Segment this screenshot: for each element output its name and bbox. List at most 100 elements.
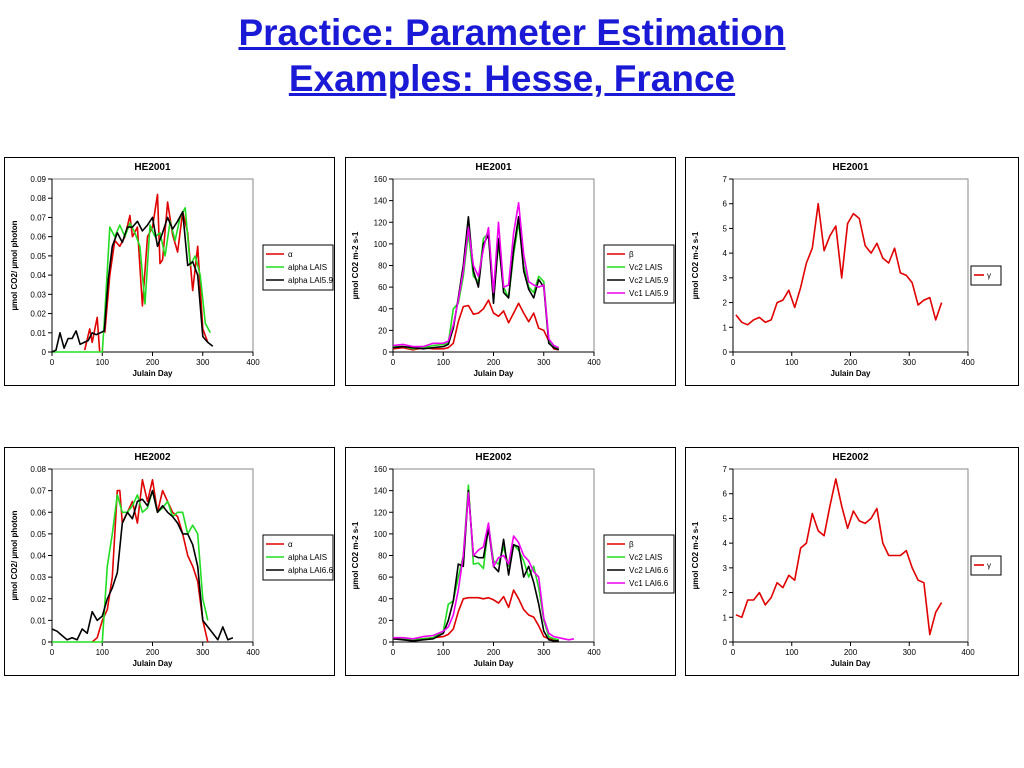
y-tick-label: 60	[378, 573, 387, 582]
y-tick-label: 0.01	[30, 329, 46, 338]
y-tick-label: 140	[374, 197, 388, 206]
y-tick-label: 3	[723, 564, 728, 573]
series-line	[393, 589, 559, 641]
y-tick-label: 0	[723, 638, 728, 647]
x-axis-label: Julain Day	[473, 369, 514, 378]
y-tick-label: 0.04	[30, 271, 46, 280]
y-tick-label: 2	[723, 299, 728, 308]
y-tick-label: 80	[378, 552, 387, 561]
y-axis-label: µmol CO2/ µmol photon	[10, 510, 19, 600]
y-tick-label: 140	[374, 487, 388, 496]
chart-svg: HE2001 0 1 2 3 4 5 6 7 0 100 200 300 400 Julain Day µmo…	[691, 162, 1002, 378]
x-tick-label: 0	[50, 358, 55, 367]
legend-label: Vc2 LAIS	[629, 263, 662, 272]
y-axis-label: µmol CO2 m-2 s-1	[351, 521, 360, 589]
x-tick-label: 200	[146, 648, 160, 657]
y-axis-label: µmol CO2 m-2 s-1	[351, 231, 360, 299]
y-tick-label: 5	[723, 224, 728, 233]
x-axis-label: Julain Day	[132, 369, 173, 378]
series-line	[51, 210, 214, 353]
y-tick-label: 0.08	[30, 465, 46, 474]
x-tick-label: 400	[587, 358, 601, 367]
x-tick-label: 0	[391, 648, 396, 657]
chart-title: HE2002	[134, 452, 171, 463]
y-tick-label: 1	[723, 323, 728, 332]
y-tick-label: 2	[723, 589, 728, 598]
x-tick-label: 100	[96, 358, 110, 367]
x-tick-label: 100	[437, 648, 451, 657]
chart-title: HE2001	[832, 162, 869, 173]
y-tick-label: 6	[723, 490, 728, 499]
legend-label: α	[288, 540, 293, 549]
x-tick-label: 100	[437, 358, 451, 367]
x-tick-label: 400	[961, 648, 975, 657]
x-tick-label: 0	[50, 648, 55, 657]
legend-label: Vc1 LAI5.9	[629, 289, 669, 298]
y-tick-label: 160	[374, 175, 388, 184]
y-tick-label: 0.08	[30, 194, 46, 203]
x-tick-label: 200	[844, 648, 858, 657]
y-tick-label: 0.04	[30, 552, 46, 561]
series-line	[735, 202, 943, 326]
chart-panel-gamma-2002: HE2002 0 1 2 3 4 5 6 7 0 100 200 300 400 Julain Day µmo…	[685, 447, 1019, 676]
x-axis-label: Julain Day	[830, 659, 871, 668]
y-tick-label: 4	[723, 249, 728, 258]
x-tick-label: 300	[537, 358, 551, 367]
chart-title: HE2001	[134, 162, 171, 173]
y-axis-label: µmol CO2/ µmol photon	[10, 220, 19, 310]
x-tick-label: 100	[785, 648, 799, 657]
y-tick-label: 120	[374, 508, 388, 517]
y-tick-label: 80	[378, 262, 387, 271]
x-tick-label: 200	[487, 358, 501, 367]
y-tick-label: 0.06	[30, 508, 46, 517]
y-tick-label: 100	[374, 530, 388, 539]
y-tick-label: 4	[723, 539, 728, 548]
x-axis-label: Julain Day	[830, 369, 871, 378]
y-tick-label: 7	[723, 465, 728, 474]
series-line	[392, 299, 559, 351]
chart-svg: HE2002 0 20 40 60 80 100 120 140 160 0 100 200 300 400…	[351, 452, 675, 668]
y-tick-label: 6	[723, 200, 728, 209]
legend-label: Vc2 LAI5.9	[629, 276, 669, 285]
legend-label: β	[629, 540, 634, 549]
y-tick-label: 100	[374, 240, 388, 249]
chart-svg: HE2001 0 20 40 60 80 100 120 140 160 0 100 200 300 400…	[351, 162, 675, 378]
series-line	[52, 489, 209, 643]
series-line	[51, 489, 234, 641]
legend-label: Vc1 LAI6.6	[629, 579, 669, 588]
chart-svg: HE2001 0 0.01 0.02 0.03 0.04 0.05 0.06 0.07 0.08 0…	[10, 162, 334, 378]
series-line	[83, 316, 101, 353]
chart-svg: HE2002 0 1 2 3 4 5 6 7 0 100 200 300 400 Julain Day µmo…	[691, 452, 1002, 668]
x-tick-label: 200	[844, 358, 858, 367]
plot-area	[732, 468, 969, 643]
series-line	[392, 215, 560, 351]
y-tick-label: 0.03	[30, 573, 46, 582]
y-tick-label: 40	[378, 305, 387, 314]
x-tick-label: 300	[196, 358, 210, 367]
x-tick-label: 400	[961, 358, 975, 367]
x-tick-label: 0	[731, 648, 736, 657]
y-tick-label: 7	[723, 175, 728, 184]
chart-title: HE2002	[832, 452, 869, 463]
y-tick-label: 0.07	[30, 213, 46, 222]
y-tick-label: 0.06	[30, 233, 46, 242]
y-tick-label: 0.07	[30, 487, 46, 496]
y-tick-label: 0	[383, 348, 388, 357]
y-tick-label: 0.02	[30, 310, 46, 319]
chart-title: HE2001	[475, 162, 512, 173]
y-tick-label: 0.05	[30, 530, 46, 539]
series-line	[104, 193, 209, 343]
chart-panel-beta-2001: HE2001 0 20 40 60 80 100 120 140 160 0 100 200 300 400…	[345, 157, 676, 386]
legend-label: γ	[987, 271, 991, 280]
legend-label: Vc2 LAIS	[629, 553, 662, 562]
x-tick-label: 400	[246, 648, 260, 657]
x-axis-label: Julain Day	[473, 659, 514, 668]
series-line	[735, 478, 943, 636]
chart-svg: HE2002 0 0.01 0.02 0.03 0.04 0.05 0.06 0.07 0.08 0…	[10, 452, 334, 668]
series-line	[91, 478, 209, 643]
y-tick-label: 20	[378, 616, 387, 625]
x-tick-label: 0	[391, 358, 396, 367]
legend-label: Vc2 LAI6.6	[629, 566, 669, 575]
legend-box	[970, 265, 1002, 286]
y-tick-label: 40	[378, 595, 387, 604]
